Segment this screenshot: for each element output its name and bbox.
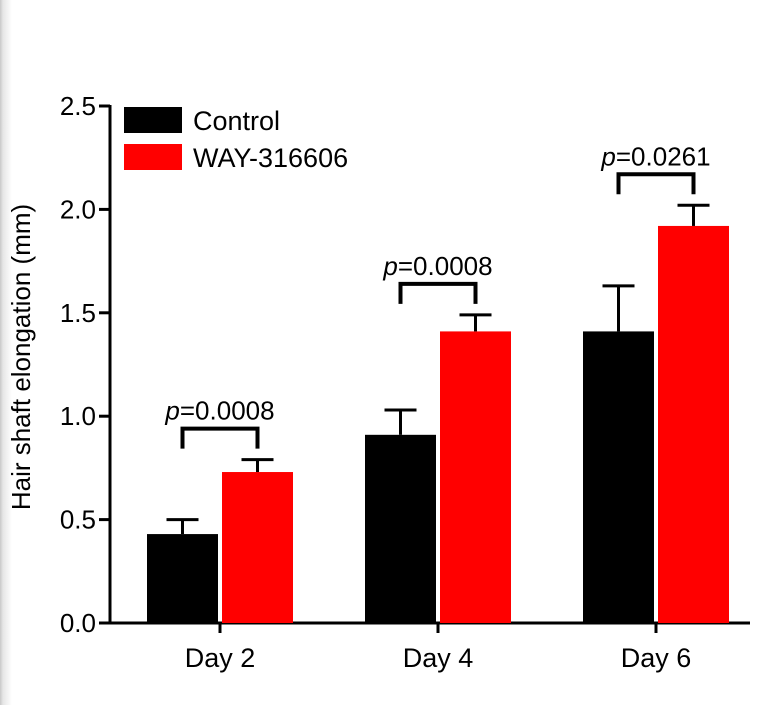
y-tick-label: 2.0 — [60, 194, 96, 224]
bars — [147, 203, 729, 623]
left-edge-strip — [0, 0, 12, 705]
y-tick-label: 0.0 — [60, 608, 96, 638]
significance-bracket — [398, 281, 478, 304]
p-value-label: p=0.0008 — [164, 396, 274, 426]
p-symbol: p — [600, 141, 615, 171]
y-tick-label: 2.5 — [60, 91, 96, 121]
y-axis-label: Hair shaft elongation (mm) — [6, 204, 36, 510]
bar-way-316606 — [658, 225, 729, 623]
p-value: =0.0008 — [398, 251, 493, 281]
bar-control — [147, 534, 218, 623]
bar-way-316606 — [440, 331, 511, 623]
x-category-label: Day 2 — [185, 643, 256, 673]
bar-control — [583, 331, 654, 623]
p-symbol: p — [382, 251, 397, 281]
x-category-label: Day 6 — [621, 643, 692, 673]
y-tick-label: 1.5 — [60, 298, 96, 328]
legend-label: WAY-316606 — [193, 143, 348, 173]
p-value-label: p=0.0261 — [600, 141, 710, 171]
p-value-label: p=0.0008 — [382, 251, 492, 281]
y-tick-label: 0.5 — [60, 505, 96, 535]
bar-control — [365, 434, 436, 623]
p-value: =0.0008 — [180, 396, 275, 426]
legend: Control WAY-316606 — [124, 106, 348, 173]
x-category-label: Day 4 — [403, 643, 474, 673]
p-symbol: p — [164, 396, 179, 426]
y-tick-label: 1.0 — [60, 401, 96, 431]
significance-bracket — [616, 172, 696, 195]
p-value: =0.0261 — [616, 141, 711, 171]
x-categories: Day 2 Day 4 Day 6 — [185, 623, 692, 673]
legend-swatch — [124, 144, 182, 170]
legend-swatch — [124, 107, 182, 133]
legend-label: Control — [193, 106, 280, 136]
bar-way-316606 — [222, 472, 293, 623]
significance-bracket — [180, 426, 260, 449]
y-ticks: 0.0 0.5 1.0 1.5 2.0 2.5 — [60, 91, 110, 638]
